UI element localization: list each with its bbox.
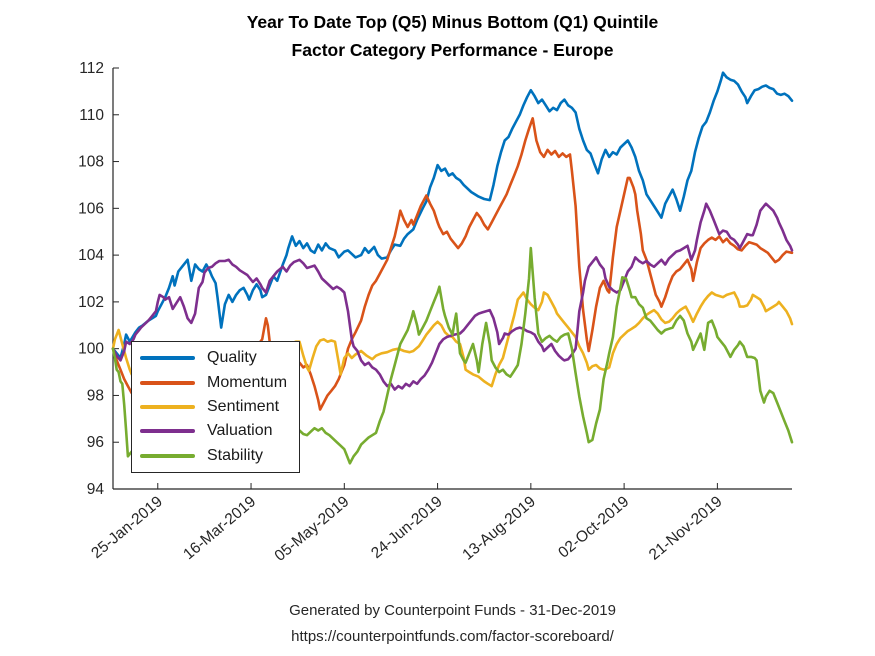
series-line-momentum	[111, 117, 794, 411]
legend-entry-valuation: Valuation	[132, 422, 299, 440]
x-tick-label: 25-Jan-2019	[88, 493, 166, 562]
legend-swatch-sentiment	[140, 404, 195, 409]
x-tick-label: 02-Oct-2019	[555, 493, 632, 561]
legend-label-sentiment: Sentiment	[207, 397, 280, 415]
chart-title-line2: Factor Category Performance - Europe	[291, 40, 614, 60]
y-tick-label: 104	[78, 247, 104, 264]
legend-label-valuation: Valuation	[207, 422, 273, 440]
footer-generated-by: Generated by Counterpoint Funds - 31-Dec…	[289, 602, 616, 619]
legend-entry-momentum: Momentum	[132, 374, 299, 392]
y-tick-label: 106	[78, 200, 104, 217]
y-tick-label: 108	[78, 154, 104, 171]
legend-label-momentum: Momentum	[207, 373, 288, 391]
y-tick-label: 98	[87, 387, 104, 404]
x-tick-label: 24-Jun-2019	[368, 493, 446, 562]
legend-label-quality: Quality	[207, 349, 257, 367]
series-line-quality	[111, 71, 794, 360]
legend-entry-quality: Quality	[132, 349, 299, 367]
legend-entry-stability: Stability	[132, 447, 299, 465]
chart-title-line1: Year To Date Top (Q5) Minus Bottom (Q1) …	[246, 12, 659, 32]
y-tick-label: 110	[79, 107, 104, 124]
y-tick-label: 100	[78, 341, 104, 358]
footer-url: https://counterpointfunds.com/factor-sco…	[291, 628, 614, 645]
legend-label-stability: Stability	[207, 446, 264, 464]
series-line-valuation	[111, 202, 794, 391]
x-tick-label: 05-May-2019	[272, 493, 353, 565]
x-tick-label: 16-Mar-2019	[180, 493, 259, 563]
legend-entry-sentiment: Sentiment	[132, 398, 299, 416]
x-tick-label: 21-Nov-2019	[646, 493, 726, 564]
legend-swatch-momentum	[140, 380, 195, 385]
legend-swatch-valuation	[140, 429, 195, 434]
chart-legend: Quality Momentum Sentiment Valuation Stabili…	[131, 341, 300, 473]
y-tick-label: 94	[87, 481, 105, 498]
y-tick-label: 112	[79, 60, 104, 77]
y-tick-label: 96	[87, 434, 104, 451]
legend-swatch-quality	[140, 356, 195, 361]
x-tick-label: 13-Aug-2019	[459, 493, 539, 564]
legend-swatch-stability	[140, 453, 195, 458]
y-tick-label: 102	[78, 294, 104, 311]
